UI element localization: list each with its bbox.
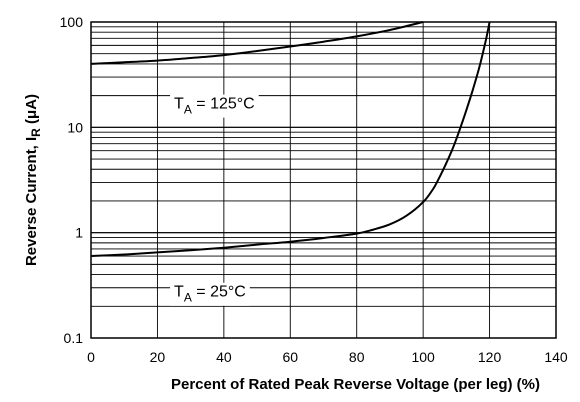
- series-label-25c: TA = 25°C: [174, 284, 246, 305]
- series-label-bg-125c: [170, 94, 259, 118]
- y-axis-title-sub: R: [29, 128, 43, 137]
- series-label-125c-rest: = 125°C: [192, 96, 255, 113]
- x-tick-label: 20: [150, 349, 166, 365]
- y-tick-label: 10: [67, 119, 83, 135]
- y-tick-label: 1: [75, 225, 83, 241]
- y-axis-title-unit: (μA): [23, 94, 40, 128]
- x-tick-label: 100: [411, 349, 435, 365]
- x-tick-label: 0: [87, 349, 95, 365]
- series-line-0: [90, 21, 424, 65]
- plot-frame: [90, 21, 557, 339]
- y-axis-title-main: Reverse Current, I: [23, 137, 40, 266]
- y-tick-label: 100: [60, 14, 84, 30]
- tick-labels: 0 20 40 60 80 100 120 140 0.1 1 10 100: [60, 14, 568, 365]
- x-tick-label: 80: [349, 349, 365, 365]
- x-tick-label: 40: [216, 349, 232, 365]
- series-label-125c-main: T: [174, 96, 184, 113]
- series-label-125c: TA = 125°C: [174, 96, 255, 117]
- x-tick-label: 120: [478, 349, 502, 365]
- series-label-25c-rest: = 25°C: [192, 284, 246, 301]
- grid: [91, 22, 556, 338]
- y-axis-title: Reverse Current, IR (μA): [23, 94, 43, 266]
- series-label-125c-sub: A: [184, 103, 192, 117]
- series-label-25c-main: T: [174, 284, 184, 301]
- curves: [90, 21, 491, 257]
- y-tick-label: 0.1: [64, 330, 84, 346]
- series-label-bg-25c: [170, 282, 250, 306]
- x-tick-label: 60: [282, 349, 298, 365]
- series-label-25c-sub: A: [184, 291, 192, 305]
- x-axis-title: Percent of Rated Peak Reverse Voltage (p…: [171, 376, 540, 393]
- x-tick-label: 140: [544, 349, 568, 365]
- series-line-1: [90, 21, 491, 257]
